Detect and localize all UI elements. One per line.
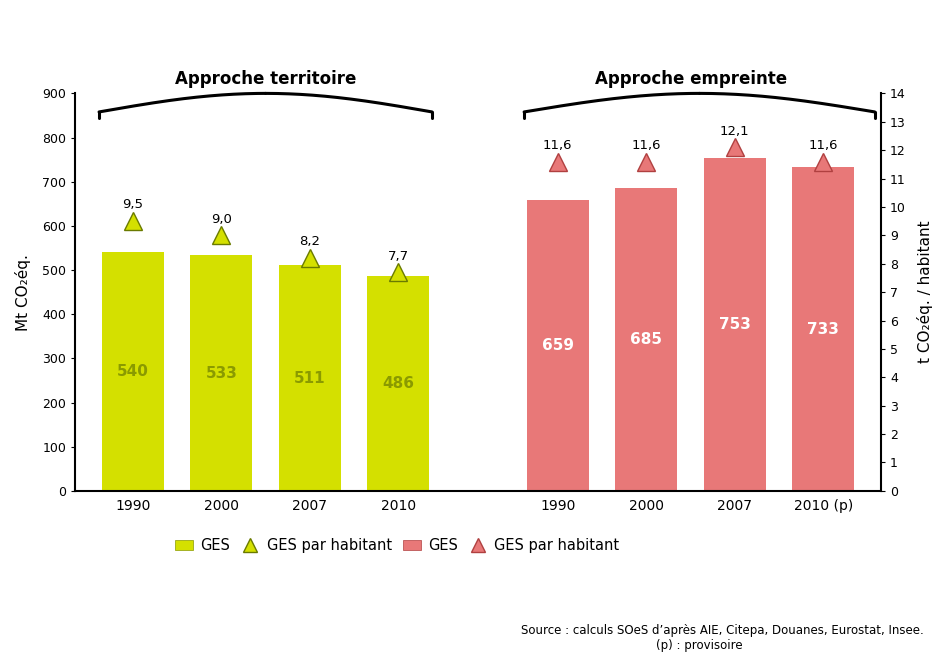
Text: 11,6: 11,6: [809, 138, 838, 152]
Text: 12,1: 12,1: [720, 124, 750, 138]
Legend: GES, GES par habitant, GES, GES par habitant: GES, GES par habitant, GES, GES par habi…: [175, 538, 620, 553]
Bar: [527, 200, 589, 491]
Text: 7,7: 7,7: [388, 250, 409, 262]
Y-axis label: t CO₂éq. / habitant: t CO₂éq. / habitant: [917, 221, 933, 363]
Text: 9,0: 9,0: [210, 213, 231, 225]
Text: 11,6: 11,6: [631, 138, 661, 152]
Text: 733: 733: [808, 322, 839, 337]
Text: 486: 486: [382, 376, 414, 391]
Text: 659: 659: [541, 338, 574, 353]
Bar: [793, 167, 854, 491]
Bar: [615, 189, 677, 491]
Bar: [191, 256, 252, 491]
Bar: [368, 276, 429, 491]
Text: 753: 753: [719, 317, 751, 332]
Bar: [101, 252, 164, 491]
Bar: [703, 159, 766, 491]
Text: 11,6: 11,6: [543, 138, 573, 152]
Text: 540: 540: [117, 364, 149, 379]
Text: 8,2: 8,2: [300, 235, 320, 248]
Text: 685: 685: [630, 332, 663, 347]
Text: Approche empreinte: Approche empreinte: [594, 70, 787, 88]
Text: Approche territoire: Approche territoire: [174, 70, 356, 88]
Text: 9,5: 9,5: [122, 199, 143, 211]
Bar: [279, 265, 340, 491]
Text: Source : calculs SOeS d’après AIE, Citepa, Douanes, Eurostat, Insee.
           : Source : calculs SOeS d’après AIE, Citep…: [521, 624, 924, 652]
Text: 511: 511: [294, 371, 325, 385]
Y-axis label: Mt CO₂éq.: Mt CO₂éq.: [15, 254, 31, 330]
Text: 533: 533: [206, 366, 237, 381]
